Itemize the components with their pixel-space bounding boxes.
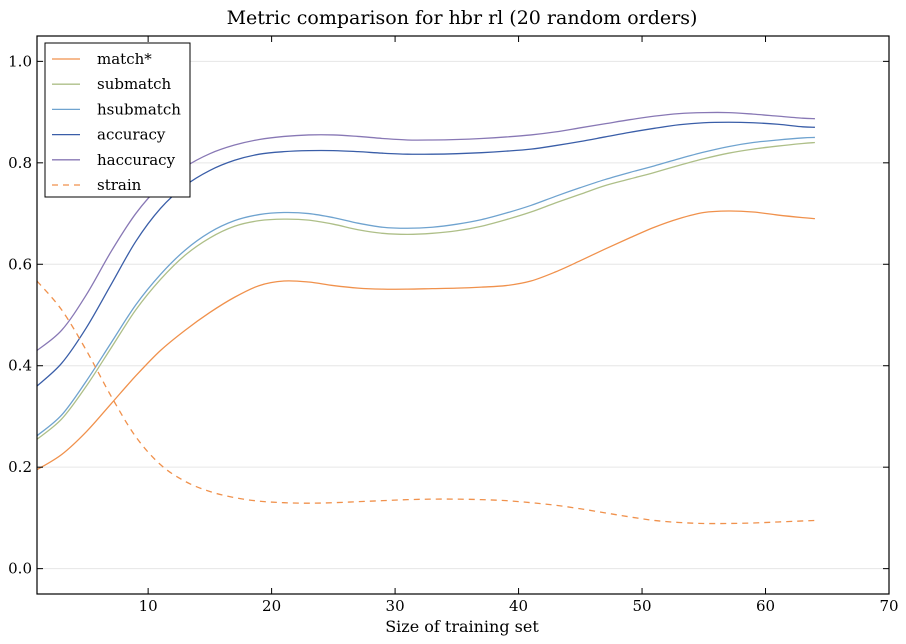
x-axis: 10 20 30 40 50 60 70	[139, 36, 899, 615]
legend-label: match*	[97, 50, 152, 68]
series-line-hsubmatch	[36, 136, 815, 437]
y-tick-label: 0.0	[8, 560, 32, 578]
legend-box	[44, 42, 191, 198]
series-line-strain	[36, 280, 815, 525]
x-tick-label: 30	[386, 597, 405, 615]
series-line-match	[36, 210, 815, 471]
x-tick-label: 60	[756, 597, 775, 615]
legend-label: hsubmatch	[97, 100, 181, 118]
chart-title: Metric comparison for hbr rl (20 random …	[227, 7, 698, 29]
y-tick-label: 0.8	[8, 154, 32, 172]
legend-label: accuracy	[97, 126, 166, 144]
legend-label: haccuracy	[97, 151, 176, 169]
y-axis: 0.0 0.2 0.4 0.6 0.8 1.0	[8, 52, 889, 578]
x-tick-label: 40	[509, 597, 528, 615]
y-tick-label: 0.4	[8, 357, 32, 375]
y-tick-label: 1.0	[8, 52, 32, 70]
plot-frame	[36, 35, 890, 595]
y-tick-label: 0.2	[8, 458, 32, 476]
series-line-submatch	[36, 141, 815, 440]
legend: match* submatch hsubmatch accuracy haccuracy…	[44, 42, 191, 198]
x-tick-label: 50	[632, 597, 651, 615]
legend-label: strain	[97, 176, 142, 194]
x-tick-label: 20	[262, 597, 281, 615]
x-axis-label: Size of training set	[385, 617, 539, 636]
legend-label: submatch	[97, 75, 172, 93]
series-line-accuracy	[36, 121, 815, 387]
x-tick-label: 70	[879, 597, 898, 615]
x-tick-label: 10	[139, 597, 158, 615]
y-tick-label: 0.6	[8, 255, 32, 273]
